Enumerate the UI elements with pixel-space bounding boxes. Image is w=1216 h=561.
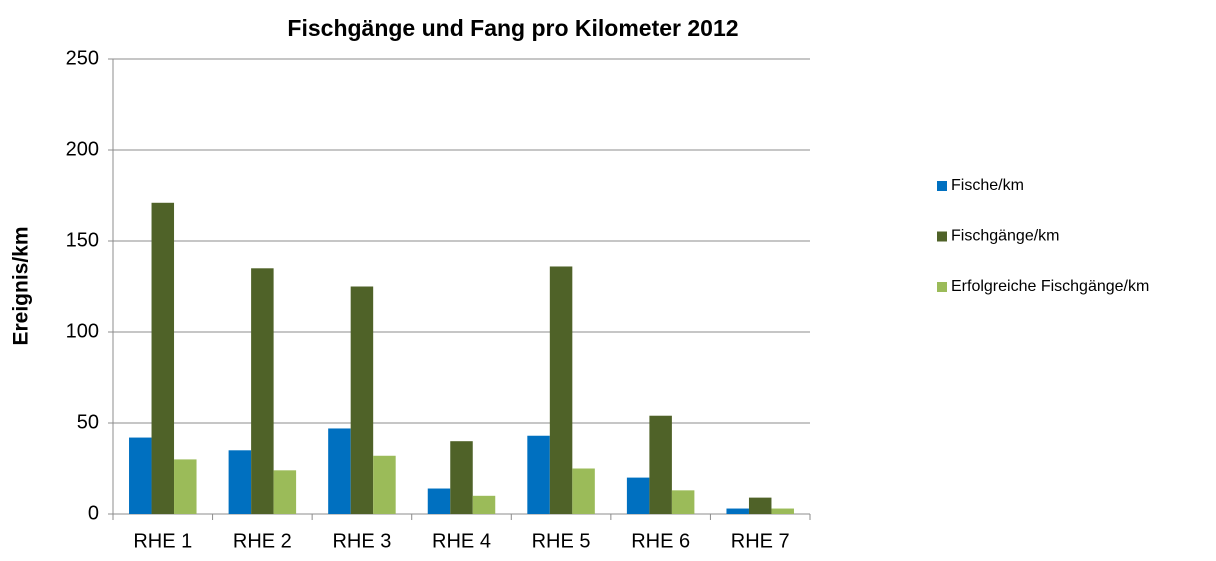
legend-label: Fischgänge/km <box>951 228 1060 245</box>
bar <box>251 268 274 514</box>
y-tick-label: 100 <box>66 320 99 342</box>
y-tick-label: 50 <box>77 411 99 433</box>
bar <box>671 490 695 514</box>
bar <box>626 477 650 514</box>
legend-swatch <box>937 231 947 242</box>
bar <box>527 435 550 514</box>
x-tick-label: RHE 6 <box>631 530 690 552</box>
legend-swatch <box>937 282 947 292</box>
bar <box>228 450 252 514</box>
bar <box>129 437 152 514</box>
bar <box>572 468 595 514</box>
y-tick-label: 250 <box>66 47 99 69</box>
bar <box>472 495 496 514</box>
x-tick-label: RHE 2 <box>233 530 292 552</box>
legend-label: Fische/km <box>951 177 1024 194</box>
y-tick-label: 0 <box>88 502 99 524</box>
x-tick-label: RHE 1 <box>133 530 192 552</box>
bar <box>748 497 772 514</box>
legend-label: Erfolgreiche Fischgänge/km <box>951 278 1149 295</box>
bar <box>549 266 573 514</box>
chart-title: Fischgänge und Fang pro Kilometer 2012 <box>287 15 738 41</box>
y-axis-label: Ereignis/km <box>10 226 33 345</box>
bar <box>151 202 175 514</box>
bar <box>350 286 374 514</box>
bar <box>373 455 396 514</box>
bar <box>771 508 794 514</box>
x-tick-label: RHE 7 <box>731 530 790 552</box>
y-tick-label: 200 <box>66 138 99 160</box>
legend-swatch <box>937 181 947 191</box>
bar <box>726 508 749 514</box>
x-tick-label: RHE 3 <box>332 530 391 552</box>
bar <box>328 428 351 514</box>
x-tick-label: RHE 5 <box>532 530 591 552</box>
y-tick-label: 150 <box>66 229 99 251</box>
bar <box>649 415 672 514</box>
bar <box>450 441 473 514</box>
bar <box>273 470 297 514</box>
bar <box>427 488 451 514</box>
bar <box>174 459 197 514</box>
x-tick-label: RHE 4 <box>432 530 491 552</box>
